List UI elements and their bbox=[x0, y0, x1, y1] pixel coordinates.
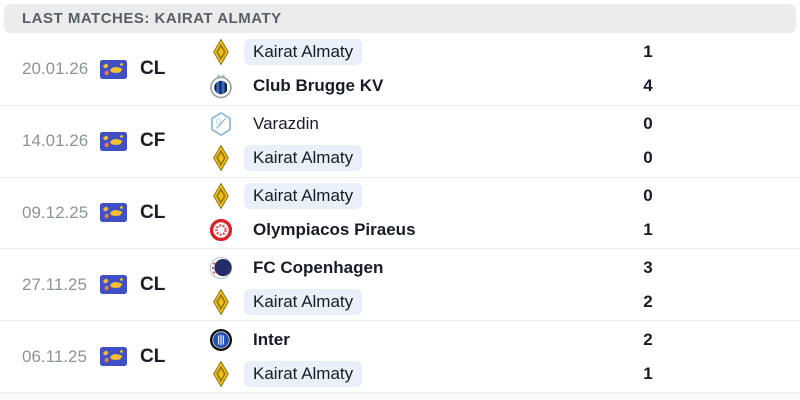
section-header: LAST MATCHES: KAIRAT ALMATY bbox=[4, 4, 796, 33]
team-line[interactable]: Kairat Almaty 0 bbox=[208, 145, 668, 172]
team-score: 0 bbox=[643, 114, 653, 134]
varazdin-logo-icon bbox=[208, 111, 234, 137]
team-score: 1 bbox=[643, 219, 653, 239]
team-score: 3 bbox=[643, 257, 653, 277]
team-name[interactable]: FC Copenhagen bbox=[253, 257, 384, 277]
match-row[interactable]: 20.01.26 CL Kairat Almaty 1 Club Brugge … bbox=[0, 34, 800, 106]
world-flag-icon bbox=[100, 275, 127, 295]
competition-code: CL bbox=[140, 58, 166, 80]
teams-block: Varazdin 0 Kairat Almaty 0 bbox=[208, 111, 800, 172]
match-row[interactable]: 27.11.25 CL FC Copenhagen 3 Kairat Almat… bbox=[0, 249, 800, 322]
section-title: LAST MATCHES: KAIRAT ALMATY bbox=[22, 10, 282, 27]
team-line[interactable]: Club Brugge KV 4 bbox=[208, 73, 668, 100]
world-flag-icon bbox=[100, 347, 127, 367]
team-score: 4 bbox=[643, 76, 653, 96]
team-line[interactable]: Olympiacos Piraeus 1 bbox=[208, 216, 668, 243]
team-line[interactable]: Kairat Almaty 1 bbox=[208, 39, 668, 66]
team-name[interactable]: Varazdin bbox=[253, 114, 319, 134]
match-date: 20.01.26 bbox=[22, 59, 89, 79]
competition-code: CL bbox=[140, 273, 166, 295]
competition: CF bbox=[100, 130, 208, 152]
competition-code: CF bbox=[140, 130, 166, 152]
teams-block: FC Copenhagen 3 Kairat Almaty 2 bbox=[208, 254, 800, 315]
team-name[interactable]: Olympiacos Piraeus bbox=[253, 219, 416, 239]
club-brugge-logo-icon bbox=[208, 73, 234, 99]
team-score: 1 bbox=[643, 42, 653, 62]
team-name[interactable]: Kairat Almaty bbox=[244, 288, 363, 315]
kairat-almaty-logo-icon bbox=[208, 39, 234, 66]
kairat-almaty-logo-icon bbox=[208, 288, 234, 315]
world-flag-icon bbox=[100, 203, 127, 223]
teams-block: Kairat Almaty 0 Olympiacos Piraeus 1 bbox=[208, 182, 800, 243]
team-name[interactable]: Club Brugge KV bbox=[253, 76, 384, 96]
team-score: 0 bbox=[643, 148, 653, 168]
team-line[interactable]: Kairat Almaty 1 bbox=[208, 360, 668, 387]
competition: CL bbox=[100, 202, 208, 224]
team-name[interactable]: Kairat Almaty bbox=[244, 145, 363, 172]
team-score: 2 bbox=[643, 329, 653, 349]
team-score: 1 bbox=[643, 363, 653, 383]
team-score: 0 bbox=[643, 185, 653, 205]
team-line[interactable]: Inter 2 bbox=[208, 326, 668, 353]
team-line[interactable]: Kairat Almaty 2 bbox=[208, 288, 668, 315]
team-score: 2 bbox=[643, 291, 653, 311]
team-name[interactable]: Kairat Almaty bbox=[244, 182, 363, 209]
section-divider bbox=[0, 393, 800, 400]
match-date: 06.11.25 bbox=[22, 346, 87, 366]
competition: CL bbox=[100, 346, 208, 368]
competition-code: CL bbox=[140, 345, 166, 367]
inter-logo-icon bbox=[208, 327, 234, 353]
kairat-almaty-logo-icon bbox=[208, 360, 234, 387]
team-line[interactable]: FC Copenhagen 3 bbox=[208, 254, 668, 281]
kairat-almaty-logo-icon bbox=[208, 182, 234, 209]
match-row[interactable]: 14.01.26 CF Varazdin 0 Kairat Almaty 0 bbox=[0, 105, 800, 178]
match-row[interactable]: 06.11.25 CL Inter 2 Kairat Almaty 1 bbox=[0, 321, 800, 393]
fc-copenhagen-logo-icon bbox=[208, 255, 234, 281]
match-row[interactable]: 09.12.25 CL Kairat Almaty 0 Olympiacos P… bbox=[0, 177, 800, 250]
world-flag-icon bbox=[100, 131, 127, 151]
competition: CL bbox=[100, 58, 208, 80]
teams-block: Kairat Almaty 1 Club Brugge KV 4 bbox=[208, 39, 800, 100]
world-flag-icon bbox=[100, 59, 127, 79]
olympiacos-logo-icon bbox=[208, 217, 234, 243]
competition-code: CL bbox=[140, 201, 166, 223]
kairat-almaty-logo-icon bbox=[208, 145, 234, 172]
team-line[interactable]: Kairat Almaty 0 bbox=[208, 182, 668, 209]
team-name[interactable]: Inter bbox=[253, 329, 290, 349]
team-line[interactable]: Varazdin 0 bbox=[208, 111, 668, 138]
teams-block: Inter 2 Kairat Almaty 1 bbox=[208, 326, 800, 387]
match-date: 09.12.25 bbox=[22, 202, 89, 222]
team-name[interactable]: Kairat Almaty bbox=[244, 360, 363, 387]
match-date: 14.01.26 bbox=[22, 131, 89, 151]
match-list: 20.01.26 CL Kairat Almaty 1 Club Brugge … bbox=[0, 34, 800, 393]
match-date: 27.11.25 bbox=[22, 274, 87, 294]
competition: CL bbox=[100, 274, 208, 296]
team-name[interactable]: Kairat Almaty bbox=[244, 39, 363, 66]
